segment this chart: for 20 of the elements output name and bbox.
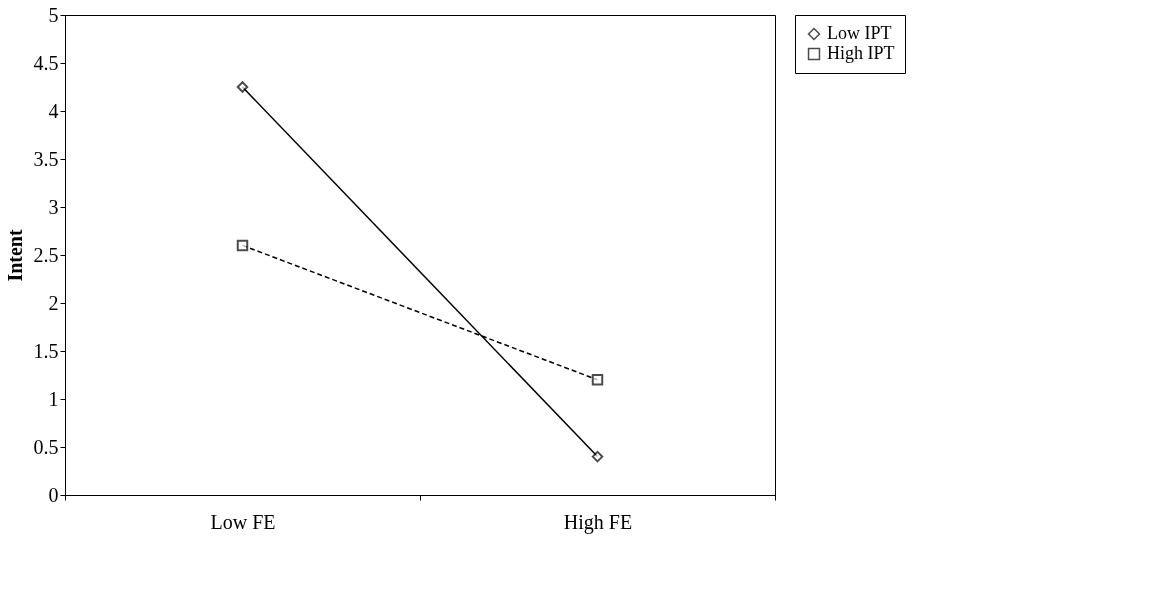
legend-label: High IPT [827,43,895,63]
x-tick-label: Low FE [210,510,276,533]
y-tick-label: 2 [48,291,59,314]
y-tick-label: 4 [48,99,59,122]
point [236,239,249,252]
x-tick-label: High FE [563,510,633,534]
y-tick-label: 3.5 [33,147,59,170]
y-axis-title: Intent [3,229,26,282]
point [236,81,249,93]
y-tick-label: 3 [48,195,59,218]
y-tick-label: 0 [48,483,59,506]
y-tick-label: 1.5 [33,339,59,362]
y-tick-label: 2.5 [33,243,59,266]
y-tick-label: 0.5 [33,435,59,458]
legend-label: Low IPT [827,23,892,43]
point [591,450,604,463]
y-tick-label: 5 [48,3,59,26]
y-tick-label: 4.5 [33,51,59,74]
y-tick-label: 1 [48,387,59,410]
point [591,374,604,386]
